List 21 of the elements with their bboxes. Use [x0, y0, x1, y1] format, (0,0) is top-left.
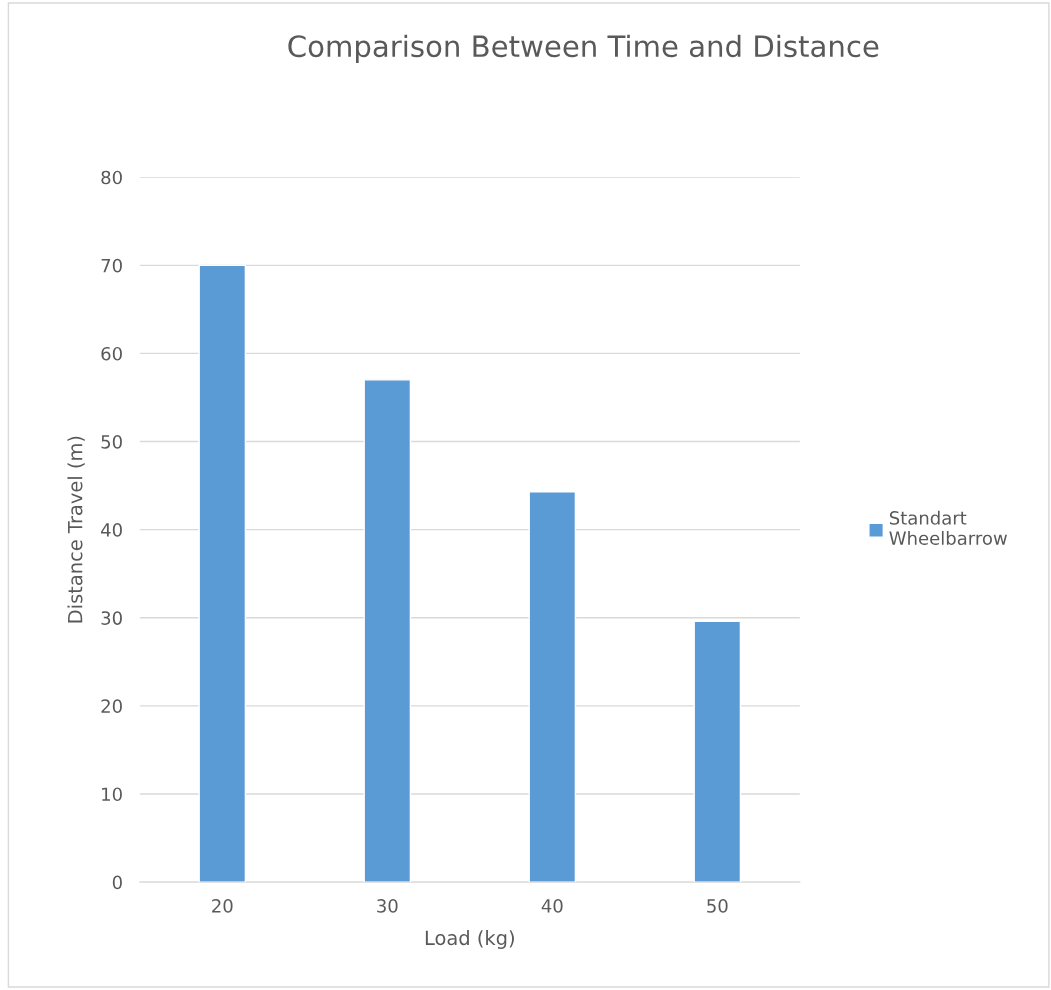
y-tick-label: 10	[102, 787, 122, 802]
y-tick-label: 70	[101, 258, 122, 273]
y-tick-label: 0	[112, 875, 122, 890]
x-tick-label: 20	[212, 899, 233, 913]
legend-label: Standart Wheelbarrow	[889, 510, 1007, 545]
x-tick-label: 40	[541, 899, 563, 913]
y-tick-label: 40	[101, 523, 122, 537]
x-axis-title: Load (kg)	[425, 930, 514, 949]
y-tick-label: 60	[101, 346, 122, 361]
x-tick-label: 50	[707, 899, 728, 913]
chart-title: Comparison Between Time and Distance	[288, 34, 879, 63]
y-tick-label: 80	[101, 170, 122, 185]
bar	[528, 491, 577, 883]
y-tick-label: 50	[101, 435, 122, 449]
bar	[363, 379, 412, 883]
y-tick-label: 30	[101, 611, 122, 625]
y-axis-title: Distance Travel (m)	[67, 436, 85, 623]
bar	[198, 264, 247, 883]
bar	[693, 620, 742, 883]
y-tick-label: 20	[101, 699, 122, 713]
x-tick-label: 30	[377, 899, 398, 913]
